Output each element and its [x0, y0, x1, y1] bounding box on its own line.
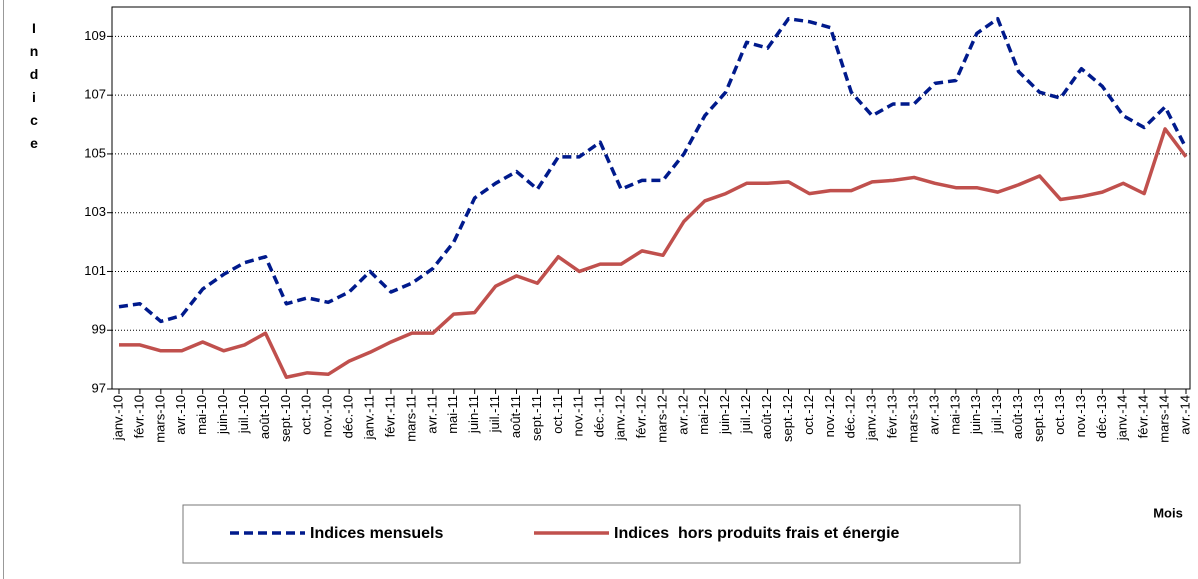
x-tick-label: mai-10 — [194, 395, 209, 435]
x-tick-label: déc.-10 — [341, 395, 356, 438]
x-tick-label: janv.-13 — [864, 395, 879, 441]
x-tick-label: juin-12 — [717, 395, 732, 435]
x-tick-label: déc.-13 — [1094, 395, 1109, 438]
x-tick-label: juil.-12 — [738, 395, 753, 434]
y-tick-label: 103 — [84, 204, 106, 219]
y-tick-label: 107 — [84, 87, 106, 102]
x-tick-label: juil.-13 — [989, 395, 1004, 434]
x-tick-label: déc.-11 — [592, 395, 607, 437]
x-tick-label: août-10 — [257, 395, 272, 439]
legend-box — [182, 504, 1021, 564]
x-tick-label: déc.-12 — [843, 395, 858, 438]
x-tick-label: févr.-14 — [1136, 395, 1151, 438]
x-tick-label: oct.-11 — [550, 395, 565, 434]
legend-label: Indices mensuels — [310, 525, 443, 542]
x-tick-label: oct.-13 — [1052, 395, 1067, 435]
x-tick-label: avr.-14 — [1177, 395, 1192, 435]
y-tick-label: 101 — [84, 263, 106, 278]
x-tick-label: avr.-10 — [173, 395, 188, 435]
y-axis-label: Indice — [26, 20, 42, 158]
x-tick-label: mai-12 — [696, 395, 711, 435]
plot-frame — [111, 6, 1191, 390]
x-tick-label: août-12 — [759, 395, 774, 439]
x-tick-label: nov.-12 — [822, 395, 837, 437]
x-tick-label: janv.-10 — [110, 395, 125, 441]
x-tick-label: sept.-13 — [1031, 395, 1046, 442]
x-tick-label: oct.-10 — [299, 395, 314, 435]
x-tick-label: nov.-13 — [1073, 395, 1088, 437]
x-tick-label: févr.-11 — [382, 395, 397, 437]
x-axis-label: Mois — [1153, 505, 1183, 520]
legend-label: Indices hors produits frais et énergie — [614, 525, 900, 542]
x-tick-label: févr.-10 — [131, 395, 146, 438]
x-tick-label: mai-11 — [445, 395, 460, 434]
x-tick-label: nov.-11 — [571, 395, 586, 436]
y-tick-label: 99 — [92, 322, 106, 337]
x-tick-label: juil.-11 — [487, 395, 502, 433]
x-tick-label: mars-10 — [152, 395, 167, 443]
x-tick-label: août-13 — [1010, 395, 1025, 439]
y-tick-label: 109 — [84, 28, 106, 43]
x-tick-label: oct.-12 — [801, 395, 816, 435]
x-tick-label: août-11 — [508, 395, 523, 438]
x-tick-label: mars-12 — [654, 395, 669, 443]
series-line — [119, 127, 1188, 379]
x-tick-label: mars-14 — [1157, 395, 1172, 443]
x-tick-label: sept.-11 — [529, 395, 544, 441]
x-tick-label: sept.-12 — [780, 395, 795, 442]
x-tick-label: mars-11 — [403, 395, 418, 442]
x-tick-label: janv.-11 — [361, 395, 376, 440]
x-tick-label: avr.-13 — [926, 395, 941, 435]
y-tick-label: 105 — [84, 145, 106, 160]
x-tick-label: sept.-10 — [278, 395, 293, 442]
series-line — [118, 17, 1188, 324]
x-tick-label: juin-13 — [968, 395, 983, 435]
x-tick-label: mai-13 — [947, 395, 962, 435]
x-tick-label: juin-11 — [466, 395, 481, 434]
y-tick-label: 97 — [92, 380, 106, 395]
x-tick-label: janv.-14 — [1115, 395, 1130, 441]
x-tick-label: mars-13 — [905, 395, 920, 443]
x-tick-label: janv.-12 — [613, 395, 628, 441]
x-tick-label: avr.-11 — [424, 395, 439, 434]
x-tick-label: avr.-12 — [675, 395, 690, 435]
x-tick-label: févr.-12 — [633, 395, 648, 438]
x-tick-label: juil.-10 — [236, 395, 251, 434]
x-tick-label: févr.-13 — [885, 395, 900, 438]
x-tick-label: juin-10 — [215, 395, 230, 435]
x-tick-label: nov.-10 — [320, 395, 335, 437]
